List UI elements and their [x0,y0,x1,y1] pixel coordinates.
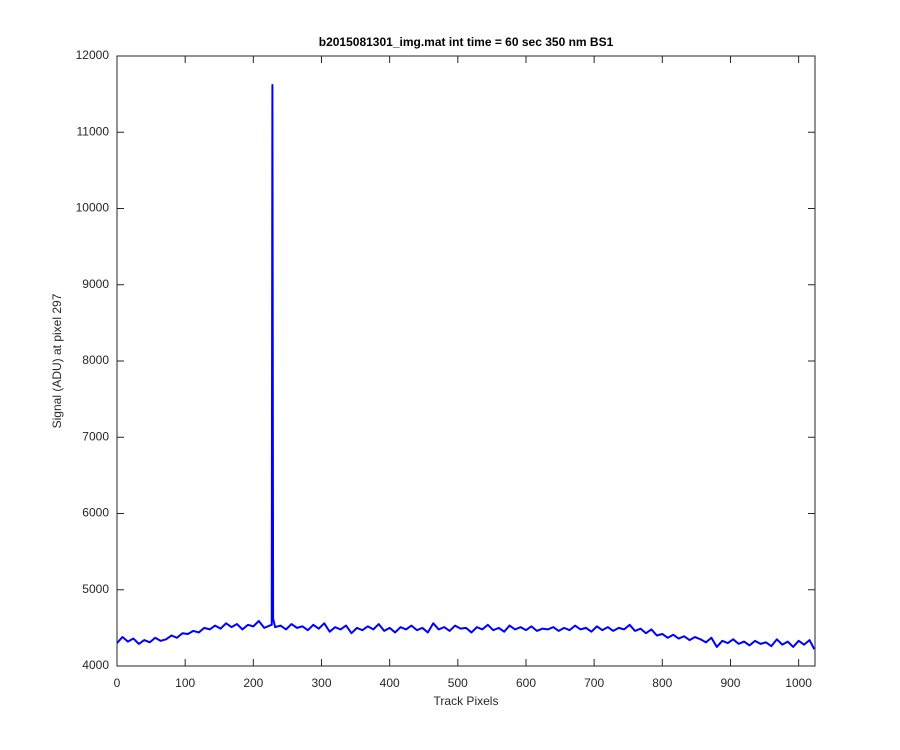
x-tick-label: 500 [448,676,468,690]
y-tick-label: 5000 [82,582,109,596]
chart-title: b2015081301_img.mat int time = 60 sec 35… [319,35,614,49]
x-tick-label: 700 [584,676,604,690]
x-tick-label: 1000 [785,676,812,690]
x-tick-label: 900 [720,676,740,690]
y-tick-label: 7000 [82,429,109,443]
x-tick-label: 600 [516,676,536,690]
x-tick-label: 100 [175,676,195,690]
y-tick-label: 8000 [82,353,109,367]
y-tick-label: 12000 [76,48,110,62]
x-tick-label: 200 [243,676,263,690]
x-tick-label: 400 [380,676,400,690]
x-tick-label: 800 [652,676,672,690]
data-line [116,83,816,650]
x-axis-label: Track Pixels [434,694,499,708]
x-tick-label: 0 [114,676,121,690]
y-tick-label: 6000 [82,506,109,520]
y-tick-label: 4000 [82,658,109,672]
y-axis-label: Signal (ADU) at pixel 297 [50,293,64,428]
x-tick-label: 300 [311,676,331,690]
y-tick-label: 9000 [82,277,109,291]
y-tick-label: 11000 [77,124,110,138]
y-tick-label: 10000 [76,201,110,215]
